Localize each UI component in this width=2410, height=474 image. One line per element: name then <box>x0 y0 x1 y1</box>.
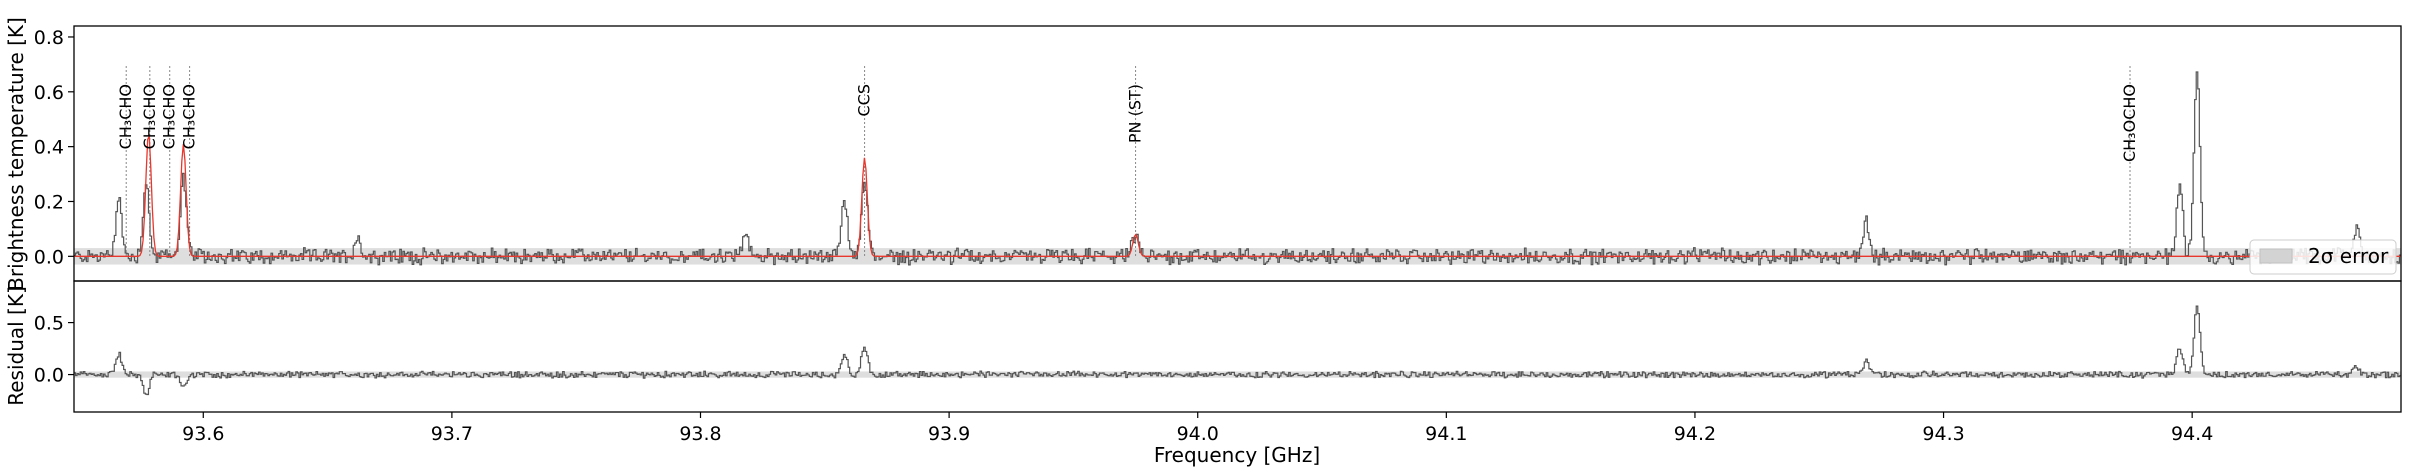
x-tick-label: 93.6 <box>182 423 224 445</box>
line-id-label: CH₃CHO <box>140 84 159 149</box>
top-y-tick-label: 0.2 <box>34 191 64 213</box>
bottom-y-axis: 0.0 0.5 <box>34 313 74 387</box>
legend: 2σ error <box>2249 239 2397 275</box>
legend-swatch <box>2259 248 2293 264</box>
bottom-y-tick-label: 0.0 <box>34 365 64 387</box>
model-spectrum <box>74 134 2401 257</box>
top-y-axis-title: Brightness temperature [K] <box>4 17 28 291</box>
line-id-labels: CH₃CHO CH₃CHO CH₃CHO CH₃CHO CCS PN (ST) CH₃OCH… <box>116 84 2139 162</box>
bottom-y-axis-title: Residual [K] <box>4 286 28 406</box>
top-y-tick-label: 0.4 <box>34 137 64 159</box>
line-id-label: CCS <box>855 84 874 117</box>
x-tick-label: 93.8 <box>679 423 721 445</box>
line-id-label: CH₃CHO <box>160 84 179 149</box>
top-y-axis: 0.0 0.2 0.4 0.6 0.8 <box>34 27 74 268</box>
line-id-label: CH₃OCHO <box>2120 84 2139 162</box>
line-id-label: CH₃CHO <box>116 84 135 149</box>
bottom-error-band <box>74 371 2401 378</box>
residual-spectrum <box>74 305 2401 396</box>
top-axes-frame <box>73 25 2402 282</box>
x-tick-label: 94.4 <box>2171 423 2213 445</box>
x-axis: 93.6 93.7 93.8 93.9 94.0 94.1 94.2 94.3 94.4 <box>182 412 2213 445</box>
x-tick-label: 93.9 <box>928 423 970 445</box>
x-tick-label: 94.3 <box>1922 423 1964 445</box>
bottom-axes-frame <box>73 280 2402 413</box>
x-tick-label: 94.2 <box>1674 423 1716 445</box>
observed-spectrum <box>74 71 2401 266</box>
line-id-label: PN (ST) <box>1126 84 1145 143</box>
legend-label: 2σ error <box>2308 244 2389 268</box>
line-id-label: CH₃CHO <box>180 84 199 149</box>
x-tick-label: 93.7 <box>431 423 473 445</box>
x-tick-label: 94.0 <box>1177 423 1219 445</box>
top-y-tick-label: 0.8 <box>34 27 64 49</box>
top-y-tick-label: 0.6 <box>34 82 64 104</box>
top-y-tick-label: 0.0 <box>34 246 64 268</box>
bottom-panel: 0.00.5 93.6 93.7 93.8 93.9 94.0 94.1 94.2 94.3 9… <box>4 280 2402 467</box>
top-panel: 0.00.20.40.60.8 CH₃CHO CH₃CHO CH₃CHO CH₃CHO… <box>4 17 2402 291</box>
bottom-y-tick-label: 0.5 <box>34 313 64 335</box>
x-axis-title: Frequency [GHz] <box>1154 443 1320 467</box>
x-tick-label: 94.1 <box>1425 423 1467 445</box>
